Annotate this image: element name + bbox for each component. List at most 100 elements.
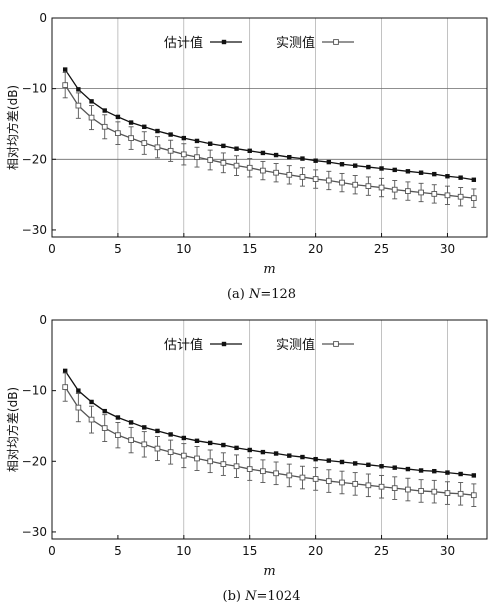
chart-1-series-1-point — [378, 483, 385, 490]
chart-1-series-0-point — [155, 428, 160, 434]
chart-0-x-tick-label: 10 — [176, 242, 191, 256]
chart-0-x-tick-label: 25 — [374, 242, 389, 256]
chart-1-y-tick-label: 0 — [39, 313, 47, 327]
chart-1-caption-rest: =1024 — [257, 589, 301, 604]
chart-0-series-0-point — [379, 166, 384, 171]
chart-1-caption-var: N — [244, 589, 257, 604]
chart-0-series-1-point — [470, 195, 477, 201]
chart-0-x-tick-label: 0 — [48, 242, 56, 256]
chart-1-series-0-point — [115, 415, 121, 420]
chart-0-series-0-point — [300, 156, 305, 161]
chart-1-series-0-point — [62, 368, 68, 374]
chart-1-y-axis-label: 相对均方差(dB) — [5, 387, 20, 472]
chart-1-series-0-point — [405, 466, 411, 472]
chart-0-series-0-point — [352, 163, 358, 168]
chart-0-series-0-point — [234, 146, 239, 151]
chart-1-series-0-point — [89, 399, 94, 405]
chart-0-series-0-point — [207, 141, 213, 146]
chart-1-x-tick-label: 5 — [114, 544, 122, 558]
chart-1-series-1-point — [88, 416, 95, 423]
chart-1-series-1-point — [233, 463, 240, 470]
chart-1-series-0-point — [128, 420, 134, 425]
chart-1-series-0-point — [221, 442, 226, 448]
chart-0-series-1-point — [194, 154, 200, 161]
chart-0-series-1-point — [233, 162, 240, 169]
chart-1-series-0-point — [418, 468, 424, 473]
chart-1-legend-marker-1 — [333, 341, 339, 347]
chart-1-x-axis-label: m — [263, 564, 275, 579]
chart-0-y-tick-label: 0 — [39, 11, 47, 25]
chart-1-series-1-point — [444, 490, 451, 496]
chart-1-series-1-point — [470, 492, 477, 499]
chart-0-series-0-point — [405, 169, 411, 174]
chart-1-series-1-point — [246, 466, 253, 472]
chart-1-series-1-point — [273, 470, 279, 477]
chart-1-series-0-point — [339, 459, 345, 465]
chart-0-legend-label-1: 实测值 — [276, 35, 315, 51]
chart-1-x-tick-label: 10 — [176, 544, 191, 558]
chart-1-series-0-point — [102, 408, 107, 414]
chart-1-series-1-point — [62, 384, 69, 390]
chart-1-series-1-point — [220, 461, 227, 467]
chart-0-y-tick-label: −10 — [22, 82, 47, 96]
chart-0-series-1-point — [444, 192, 451, 199]
chart-0-series-0-point — [313, 158, 318, 163]
chart-0-y-tick-label: −30 — [22, 223, 47, 237]
chart-0-series-1-point — [365, 183, 372, 189]
chart-1-series-0-point — [194, 438, 200, 444]
chart-0-series-0-point — [168, 132, 173, 137]
chart-0-series-0-point — [287, 154, 292, 160]
chart-0-x-tick-label: 15 — [242, 242, 257, 256]
chart-1-y-tick-label: −30 — [22, 525, 47, 539]
chart-0-series-1-point — [312, 176, 319, 182]
chart-0-series-0-point — [128, 120, 134, 125]
chart-0-series-1-point — [431, 191, 438, 197]
chart-1-series-1-point — [299, 474, 306, 481]
chart-1-series-1-point — [339, 479, 345, 486]
chart-1-series-1-point — [418, 488, 424, 494]
chart-panel-a: 0 5 10 15 20 25 30 0 −10 −20 −30 m 相对均方差(dB) (a) N=12… — [5, 11, 488, 302]
chart-0-series-1-point — [167, 147, 174, 154]
chart-0-series-1-point — [405, 188, 411, 194]
chart-0-series-1-point — [391, 186, 398, 193]
chart-0-series-1-point — [418, 189, 424, 196]
chart-0-y-axis-label: 相对均方差(dB) — [5, 85, 20, 170]
chart-0-series-0-point — [392, 167, 397, 173]
chart-1-y-tick-label: −20 — [22, 454, 47, 468]
chart-0-series-0-point — [366, 164, 371, 170]
chart-0-series-1-point — [339, 179, 345, 186]
chart-0-x-tick-label: 30 — [440, 242, 455, 256]
chart-1-series-1-point — [365, 482, 372, 489]
chart-0-series-0-point — [76, 87, 81, 92]
chart-0-series-0-point — [471, 177, 477, 182]
chart-0-caption-var: N — [248, 287, 261, 302]
chart-0-series-1-point — [180, 151, 187, 158]
chart-0-series-0-point — [445, 174, 450, 179]
chart-0-caption-rest: =128 — [260, 287, 296, 302]
chart-0-series-0-point — [247, 148, 252, 154]
chart-0-series-0-point — [142, 124, 147, 129]
chart-0-series-1-point — [62, 82, 69, 88]
chart-1-legend-label-0: 估计值 — [164, 337, 203, 353]
chart-0-y-tick-label: −20 — [22, 152, 47, 166]
chart-0-caption-prefix: (a) — [227, 287, 249, 302]
chart-1-series-1-point — [101, 425, 108, 431]
chart-1-series-1-point — [194, 455, 200, 462]
chart-1-series-1-point — [405, 486, 411, 493]
chart-1-series-0-line — [64, 370, 474, 477]
chart-0-series-1-point — [75, 102, 82, 109]
chart-1-x-tick-label: 20 — [308, 544, 323, 558]
chart-1-series-0-point — [471, 473, 477, 478]
chart-1-series-1-point — [312, 476, 319, 482]
chart-0-series-0-point — [102, 108, 107, 113]
chart-1-series-1-point — [352, 481, 359, 487]
chart-0-series-1-point — [325, 177, 332, 184]
chart-0-series-1-point — [457, 193, 464, 200]
chart-0-x-axis-label: m — [263, 262, 275, 277]
chart-1-series-1-point — [286, 472, 293, 479]
chart-1-x-tick-label: 25 — [374, 544, 389, 558]
chart-0-series-1-point — [286, 171, 293, 178]
chart-0-series-0-point — [181, 135, 187, 141]
chart-1-series-1-point — [391, 485, 398, 491]
chart-0-series-1-point — [299, 174, 306, 180]
